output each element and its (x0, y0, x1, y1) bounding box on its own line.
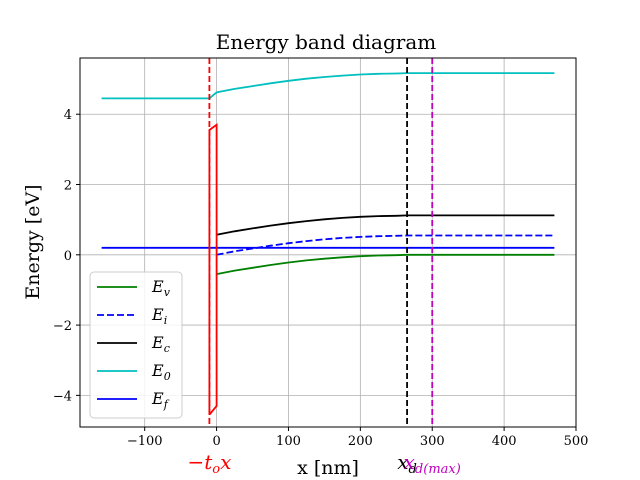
vline-label-xd: xd (397, 450, 417, 477)
y-tick-label: 2 (64, 179, 72, 194)
y-tick-label: 4 (64, 108, 72, 123)
y-axis-label: Energy [eV] (22, 184, 44, 299)
vline-layer (208, 58, 434, 427)
x-tick-label: 400 (492, 434, 517, 449)
plot-frame (79, 57, 577, 428)
x-tick-label: −100 (127, 434, 163, 449)
legend-label-Ei: Ei (151, 305, 167, 327)
vline-label-xdmax: xd(max) (404, 450, 461, 477)
x-tick-label: 500 (564, 434, 589, 449)
x-tick-label: 300 (420, 434, 445, 449)
series-line-Ev (216, 253, 555, 275)
x-axis-label: x [nm] (297, 457, 359, 479)
x-tick-label: 200 (348, 434, 373, 449)
vline-label-tox: −tox (187, 450, 231, 477)
legend-label-Ef: Ef (151, 389, 170, 411)
legend-box (89, 271, 183, 419)
legend-label-E0: E0 (151, 361, 171, 383)
series-layer (101, 72, 555, 416)
y-tick-label: −4 (53, 389, 72, 404)
oxide-outline (208, 123, 218, 416)
chart-title: Energy band diagram (216, 30, 437, 54)
x-tick-label: 100 (276, 434, 301, 449)
series-line-E0 (101, 72, 555, 100)
x-tick-label: 0 (212, 434, 220, 449)
legend-label-Ev: Ev (151, 277, 171, 299)
tick-layer: −100 0 100 200 300 400 500 −4 −2 0 2 4 (53, 108, 589, 449)
legend: Ev Ei Ec E0 Ef (89, 271, 183, 419)
y-tick-label: 0 (64, 249, 72, 264)
y-tick-label: −2 (53, 319, 72, 334)
series-line-Ec (216, 214, 555, 236)
legend-label-Ec: Ec (151, 333, 170, 355)
